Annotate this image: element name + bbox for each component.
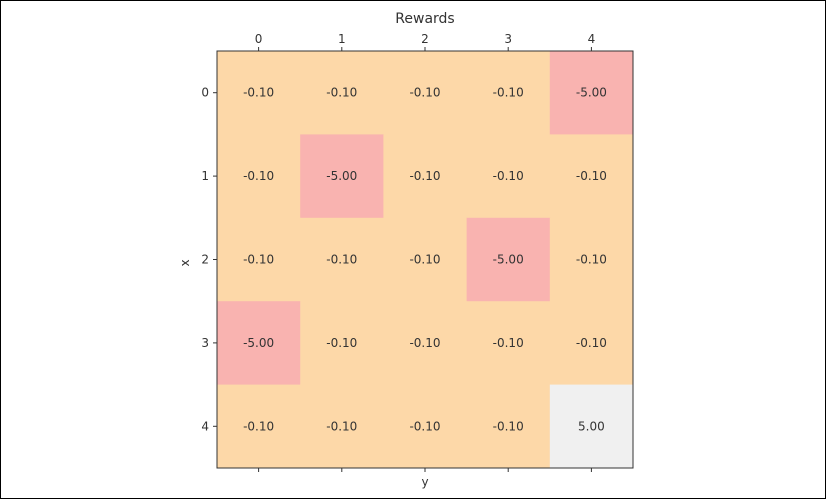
cell-value-label-r3-c1: -0.10 [326,336,357,350]
heatmap-cell-r0-c0 [217,51,301,135]
cell-value-label-r4-c4: 5.00 [578,419,605,433]
heatmap-cell-r2-c3 [466,217,551,302]
cell-value-label-r1-c4: -0.10 [576,169,607,183]
cell-value-label-r2-c4: -0.10 [576,253,607,267]
cell-value-label-r3-c3: -0.10 [493,336,524,350]
x-tick-label: 2 [421,32,429,46]
cell-value-label-r4-c0: -0.10 [243,419,274,433]
heatmap-cell-r4-c0 [217,384,301,469]
heatmap-cell-r4-c2 [383,384,468,469]
x-tick-label: 0 [255,32,263,46]
heatmap-cell-r1-c3 [466,134,551,219]
cell-value-label-r4-c3: -0.10 [493,419,524,433]
y-tick-label: 2 [201,253,209,267]
heatmap-cell-r2-c1 [300,217,384,302]
heatmap-cell-r0-c2 [383,51,468,135]
heatmap-cell-r3-c4 [549,301,634,386]
heatmap-cell-r4-c3 [466,384,551,469]
cell-value-label-r4-c2: -0.10 [409,419,440,433]
heatmap-cell-r0-c3 [466,51,551,135]
cell-value-label-r0-c2: -0.10 [409,86,440,100]
cell-value-label-r1-c2: -0.10 [409,169,440,183]
heatmap-cells [217,51,634,469]
heatmap-cell-r3-c3 [466,301,551,386]
cell-value-label-r2-c3: -5.00 [493,253,524,267]
cell-value-label-r2-c2: -0.10 [409,253,440,267]
cell-value-label-r4-c1: -0.10 [326,419,357,433]
axis-ticks: 0 1 2 3 4 0 1 2 3 4 [201,32,595,472]
heatmap-cell-r2-c0 [217,217,301,302]
y-tick-label: 3 [201,336,209,350]
axes-frame [216,50,634,469]
y-tick-label: 1 [201,169,209,183]
heatmap-cell-r4-c4 [549,384,634,469]
y-tick-label: 4 [201,419,209,433]
cell-value-label-r3-c0: -5.00 [243,336,274,350]
cell-value-label-r2-c0: -0.10 [243,253,274,267]
cell-value-label-r0-c0: -0.10 [243,86,274,100]
heatmap-cell-r1-c0 [217,134,301,219]
y-axis-label: x [178,259,192,266]
heatmap-cell-r3-c2 [383,301,468,386]
x-tick-label: 4 [588,32,596,46]
cell-value-label-r0-c3: -0.10 [493,86,524,100]
heatmap-cell-r0-c4 [549,51,634,135]
heatmap-cell-r2-c4 [549,217,634,302]
x-tick-label: 3 [504,32,512,46]
x-tick-label: 1 [338,32,346,46]
chart-title: Rewards [395,11,454,27]
heatmap-cell-r4-c1 [300,384,384,469]
heatmap-cell-r3-c1 [300,301,384,386]
cell-value-label-r1-c1: -5.00 [326,169,357,183]
y-tick-label: 0 [201,86,209,100]
cell-value-label-r1-c3: -0.10 [493,169,524,183]
heatmap-cell-r1-c4 [549,134,634,219]
cell-value-label-r1-c0: -0.10 [243,169,274,183]
cell-value-label-r0-c1: -0.10 [326,86,357,100]
cell-value-label-r3-c4: -0.10 [576,336,607,350]
cell-value-label-r0-c4: -5.00 [576,86,607,100]
heatmap-cell-r3-c0 [217,301,301,386]
cell-value-label-r2-c1: -0.10 [326,253,357,267]
cell-value-label-r3-c2: -0.10 [409,336,440,350]
heatmap-cell-r1-c1 [300,134,384,219]
heatmap-cell-r2-c2 [383,217,468,302]
heatmap-cell-r0-c1 [300,51,384,135]
cell-value-labels: -0.10 -0.10 -0.10 -0.10 -5.00 -0.10 -5.00 -0.10… [243,86,607,434]
heatmap-cell-r1-c2 [383,134,468,219]
x-axis-label: y [421,475,428,489]
